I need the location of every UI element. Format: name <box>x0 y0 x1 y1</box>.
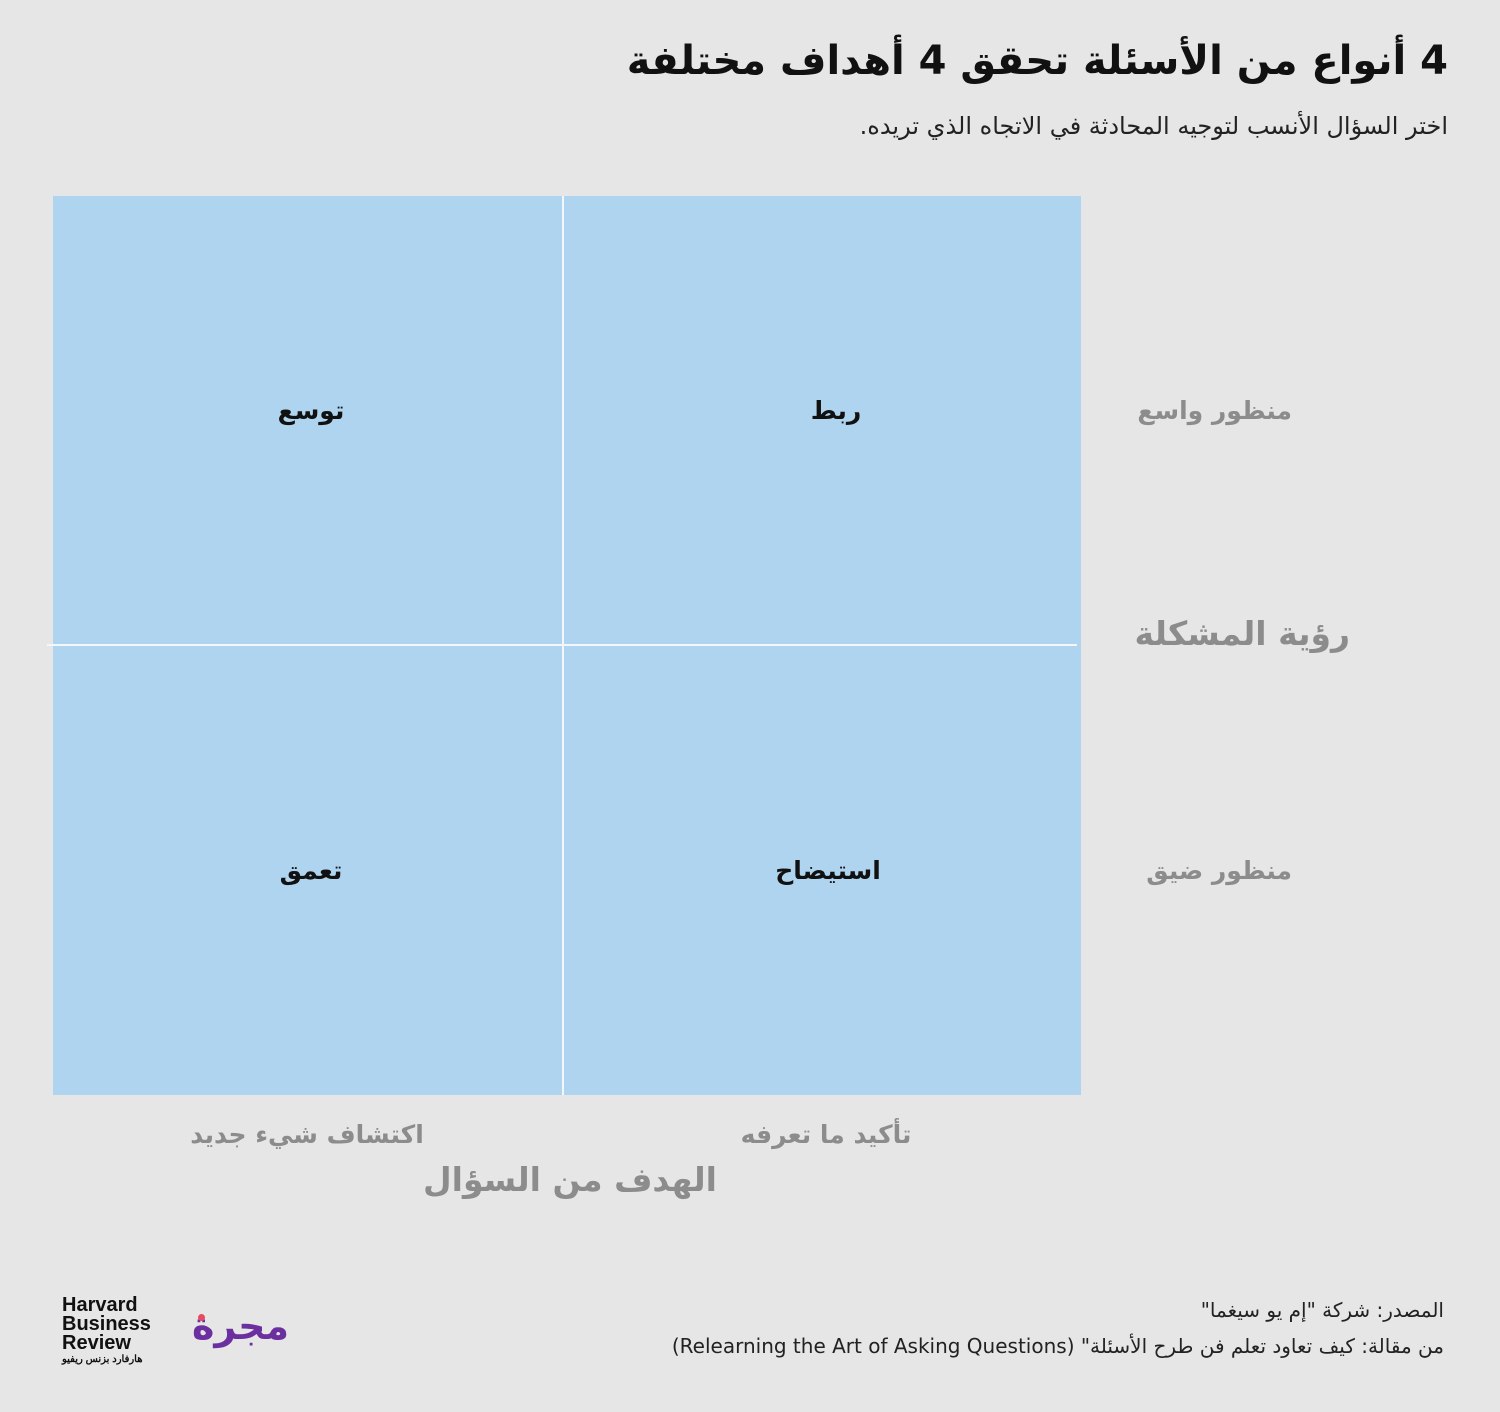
row-label-narrow: منظور ضيق <box>1146 856 1292 885</box>
row-label-wide: منظور واسع <box>1137 396 1292 425</box>
cell-clarify: استيضاح <box>775 856 881 885</box>
source-line: المصدر: شركة "إم يو سيغما" <box>1200 1298 1444 1322</box>
hbr-logo-arabic: هارفارد بزنس ريفيو <box>62 1354 143 1365</box>
hbr-logo-line1: Harvard <box>62 1294 138 1316</box>
question-matrix: توسع ربط تعمق استيضاح <box>47 196 1081 1095</box>
col-label-discover: اكتشاف شيء جديد <box>190 1120 424 1149</box>
page-title: 4 أنواع من الأسئلة تحقق 4 أهداف مختلفة <box>626 38 1448 84</box>
majarra-logo: مجرة <box>192 1304 289 1348</box>
hbr-logo: Harvard Business Review هارفارد بزنس ريف… <box>62 1294 151 1367</box>
cell-connect: ربط <box>810 396 862 425</box>
horizontal-divider <box>47 644 1077 646</box>
hbr-logo-line3: Review <box>62 1332 131 1354</box>
cell-expand: توسع <box>277 396 345 425</box>
col-label-confirm: تأكيد ما تعرفه <box>740 1120 912 1149</box>
col-axis-title: الهدف من السؤال <box>423 1160 717 1199</box>
page-subtitle: اختر السؤال الأنسب لتوجيه المحادثة في ال… <box>859 112 1448 140</box>
majarra-logo-dot <box>198 1314 205 1321</box>
row-axis-title: رؤية المشكلة <box>1134 614 1350 653</box>
hbr-logo-line2: Business <box>62 1313 151 1335</box>
article-line: من مقالة: كيف تعاود تعلم فن طرح الأسئلة"… <box>671 1334 1444 1358</box>
cell-deepen: تعمق <box>279 856 343 885</box>
